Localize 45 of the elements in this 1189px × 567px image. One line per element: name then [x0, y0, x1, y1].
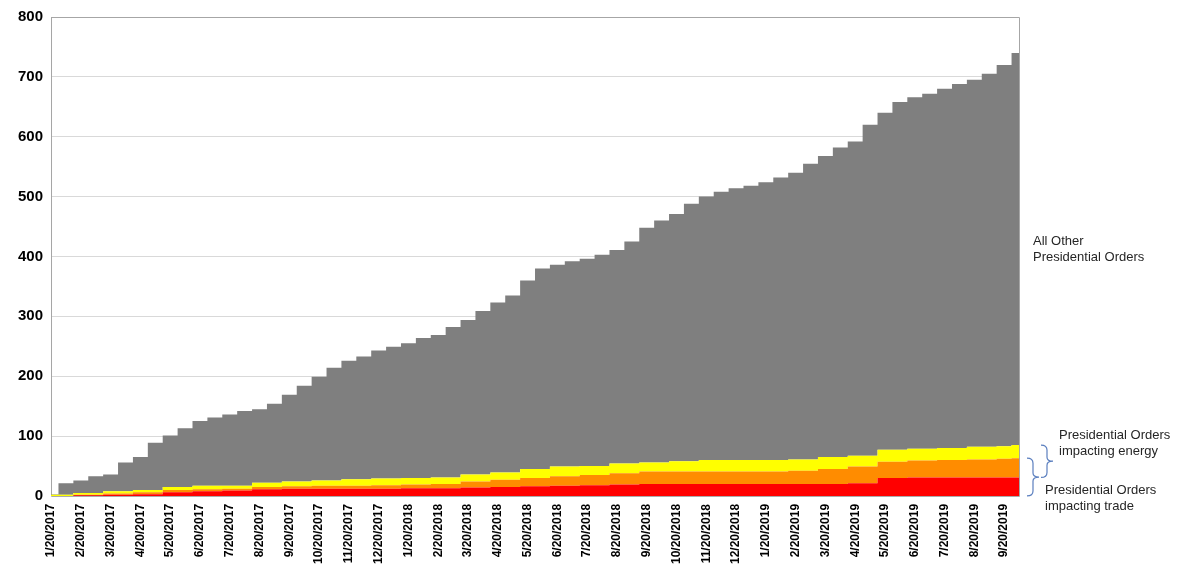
- x-tick-label: 9/20/2018: [639, 503, 654, 558]
- x-tick-label: 8/20/2019: [966, 503, 981, 558]
- x-tick-label: 10/20/2017: [311, 503, 326, 564]
- x-tick-label: 5/20/2018: [519, 503, 534, 558]
- y-tick-label: 100: [18, 426, 44, 444]
- x-tick-label: 8/20/2017: [251, 503, 266, 558]
- x-tick-label: 9/20/2017: [281, 503, 296, 558]
- x-tick-label: 11/20/2018: [698, 503, 713, 564]
- x-tick-label: 7/20/2017: [222, 503, 237, 558]
- x-tick-label: 6/20/2017: [192, 503, 207, 558]
- y-tick-label: 400: [18, 246, 44, 264]
- y-tick-label: 200: [18, 366, 44, 384]
- x-tick-label: 3/20/2019: [817, 503, 832, 558]
- x-tick-label: 8/20/2018: [609, 503, 624, 558]
- x-tick-label: 1/20/2019: [758, 503, 773, 558]
- x-tick-label: 5/20/2017: [162, 503, 177, 558]
- x-tick-label: 1/20/2018: [400, 503, 415, 558]
- x-tick-label: 5/20/2019: [877, 503, 892, 558]
- y-tick-label: 800: [18, 7, 44, 25]
- x-tick-label: 7/20/2018: [579, 503, 594, 558]
- x-tick-label: 3/20/2018: [460, 503, 475, 558]
- x-tick-label: 2/20/2017: [73, 503, 88, 558]
- y-tick-label: 500: [18, 186, 44, 204]
- x-tick-label: 11/20/2017: [341, 503, 356, 564]
- x-tick-label: 2/20/2018: [430, 503, 445, 558]
- y-tick-label: 700: [18, 67, 44, 85]
- x-tick-label: 4/20/2019: [847, 503, 862, 558]
- x-tick-label: 3/20/2017: [102, 503, 117, 558]
- y-tick-label: 600: [18, 126, 44, 144]
- x-tick-label: 12/20/2018: [728, 503, 743, 564]
- x-tick-label: 6/20/2018: [549, 503, 564, 558]
- y-tick-label: 0: [34, 486, 44, 504]
- series-label: All Other Presidential Orders: [1033, 232, 1145, 264]
- series-label: Presidential Orders impacting trade: [1045, 481, 1157, 513]
- x-tick-label: 9/20/2019: [996, 503, 1011, 558]
- x-tick-label: 4/20/2018: [490, 503, 505, 558]
- x-tick-label: 7/20/2019: [936, 503, 951, 558]
- x-tick-label: 6/20/2019: [907, 503, 922, 558]
- y-tick-label: 300: [18, 306, 44, 324]
- x-tick-label: 2/20/2019: [787, 503, 802, 558]
- text: Presidential Orders impacting energy: [1059, 426, 1171, 458]
- x-tick-label: 1/20/2017: [43, 503, 58, 558]
- x-tick-label: 12/20/2017: [370, 503, 385, 564]
- x-tick-label: 10/20/2018: [668, 503, 683, 564]
- x-tick-label: 4/20/2017: [132, 503, 147, 558]
